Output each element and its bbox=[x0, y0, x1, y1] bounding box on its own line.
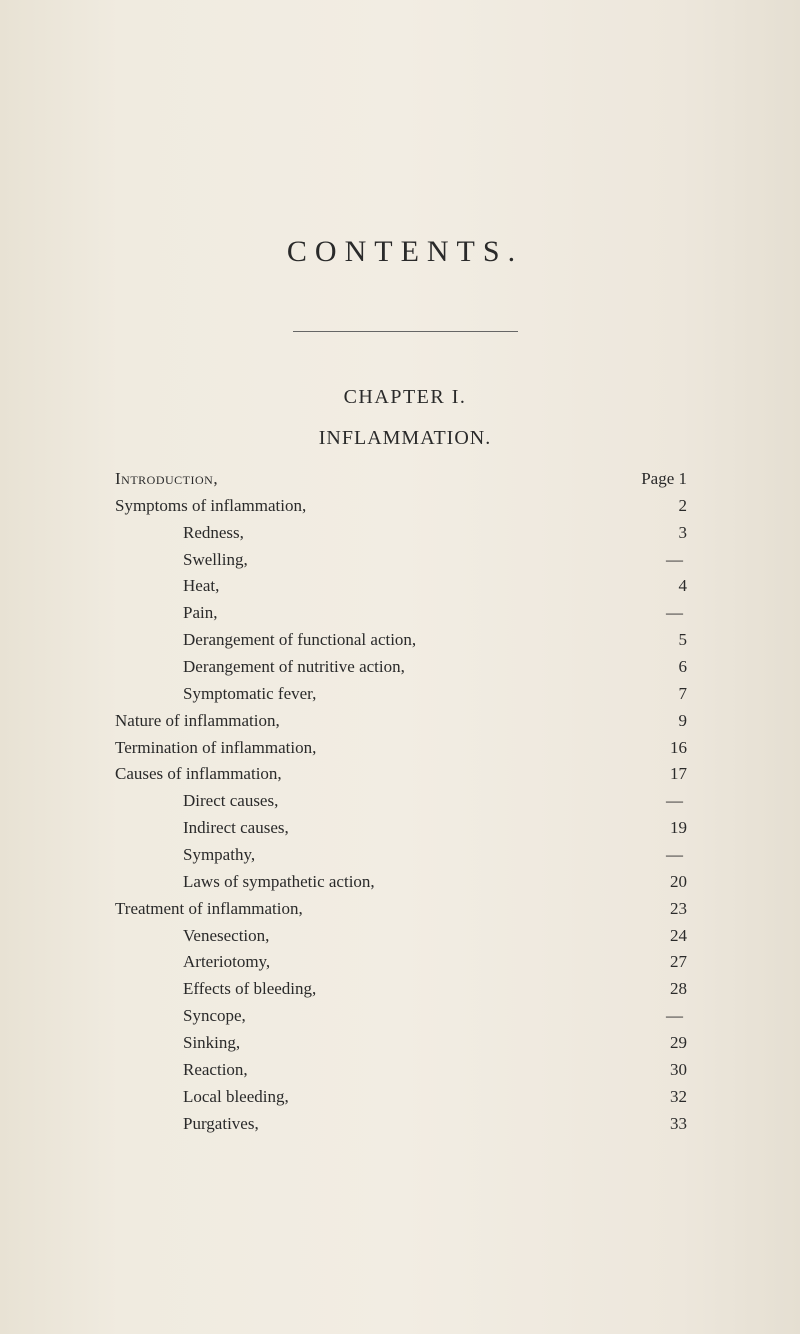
toc-entry-label: Arteriotomy, bbox=[115, 949, 625, 976]
toc-row: Effects of bleeding,28 bbox=[115, 976, 695, 1003]
toc-entry-label: Redness, bbox=[115, 520, 625, 547]
page-content: CONTENTS. CHAPTER I. INFLAMMATION. Intro… bbox=[0, 0, 800, 1187]
toc-entry-label: Local bleeding, bbox=[115, 1084, 625, 1111]
toc-entry-page: — bbox=[625, 547, 695, 574]
toc-entry-page: 16 bbox=[625, 735, 695, 762]
toc-entry-label: Termination of inflammation, bbox=[115, 735, 625, 762]
toc-row: Reaction,30 bbox=[115, 1057, 695, 1084]
toc-entry-page: 17 bbox=[625, 761, 695, 788]
toc-row: Nature of inflammation,9 bbox=[115, 708, 695, 735]
toc-entry-page: 23 bbox=[625, 896, 695, 923]
toc-entry-page: 7 bbox=[625, 681, 695, 708]
toc-entry-label: Treatment of inflammation, bbox=[115, 896, 625, 923]
toc-entry-label: Symptomatic fever, bbox=[115, 681, 625, 708]
toc-row: Sinking,29 bbox=[115, 1030, 695, 1057]
toc-row: Direct causes,— bbox=[115, 788, 695, 815]
chapter-title: CHAPTER I. bbox=[115, 386, 695, 409]
toc-entry-label: Introduction, bbox=[115, 466, 625, 493]
toc-entry-page: 28 bbox=[625, 976, 695, 1003]
toc-entry-page: — bbox=[625, 788, 695, 815]
toc-entry-label: Indirect causes, bbox=[115, 815, 625, 842]
toc-entry-page: 30 bbox=[625, 1057, 695, 1084]
toc-row: Indirect causes,19 bbox=[115, 815, 695, 842]
toc-row: Sympathy,— bbox=[115, 842, 695, 869]
toc-entry-label: Venesection, bbox=[115, 923, 625, 950]
toc-entry-page: 6 bbox=[625, 654, 695, 681]
toc-row: Redness,3 bbox=[115, 520, 695, 547]
toc-entry-label: Laws of sympathetic action, bbox=[115, 869, 625, 896]
toc-entry-label: Causes of inflammation, bbox=[115, 761, 625, 788]
toc-entry-page: 19 bbox=[625, 815, 695, 842]
toc-entry-label: Effects of bleeding, bbox=[115, 976, 625, 1003]
toc-row: Pain,— bbox=[115, 600, 695, 627]
toc-row: Causes of inflammation,17 bbox=[115, 761, 695, 788]
toc-row: Heat,4 bbox=[115, 573, 695, 600]
subject-title: INFLAMMATION. bbox=[115, 427, 695, 450]
toc-row: Laws of sympathetic action,20 bbox=[115, 869, 695, 896]
toc-row: Purgatives,33 bbox=[115, 1111, 695, 1138]
main-title: CONTENTS. bbox=[115, 235, 695, 269]
toc-entry-page: 5 bbox=[625, 627, 695, 654]
horizontal-rule bbox=[293, 331, 518, 332]
toc-row: Derangement of nutritive action,6 bbox=[115, 654, 695, 681]
toc-row: Treatment of inflammation,23 bbox=[115, 896, 695, 923]
toc-entry-label: Sinking, bbox=[115, 1030, 625, 1057]
toc-row: Syncope,— bbox=[115, 1003, 695, 1030]
toc-entry-label: Purgatives, bbox=[115, 1111, 625, 1138]
toc-entry-page: 3 bbox=[625, 520, 695, 547]
toc-entry-page: 9 bbox=[625, 708, 695, 735]
toc-entry-page: 2 bbox=[625, 493, 695, 520]
toc-entry-label: Reaction, bbox=[115, 1057, 625, 1084]
toc-entry-page: 27 bbox=[625, 949, 695, 976]
toc-row: Derangement of functional action,5 bbox=[115, 627, 695, 654]
toc-entry-page: — bbox=[625, 1003, 695, 1030]
toc-row: Termination of inflammation,16 bbox=[115, 735, 695, 762]
toc-entry-page: — bbox=[625, 842, 695, 869]
table-of-contents: Introduction,Page 1Symptoms of inflammat… bbox=[115, 466, 695, 1137]
toc-entry-page: 32 bbox=[625, 1084, 695, 1111]
toc-row: Arteriotomy,27 bbox=[115, 949, 695, 976]
toc-entry-page: Page 1 bbox=[625, 466, 695, 493]
toc-row: Introduction,Page 1 bbox=[115, 466, 695, 493]
toc-entry-page: 20 bbox=[625, 869, 695, 896]
toc-row: Venesection,24 bbox=[115, 923, 695, 950]
toc-entry-page: 4 bbox=[625, 573, 695, 600]
toc-entry-label: Heat, bbox=[115, 573, 625, 600]
toc-row: Symptomatic fever,7 bbox=[115, 681, 695, 708]
toc-row: Symptoms of inflammation,2 bbox=[115, 493, 695, 520]
toc-entry-page: 33 bbox=[625, 1111, 695, 1138]
toc-entry-label: Nature of inflammation, bbox=[115, 708, 625, 735]
toc-entry-label: Symptoms of inflammation, bbox=[115, 493, 625, 520]
toc-entry-label: Derangement of functional action, bbox=[115, 627, 625, 654]
toc-entry-label: Swelling, bbox=[115, 547, 625, 574]
toc-entry-page: 24 bbox=[625, 923, 695, 950]
toc-entry-page: 29 bbox=[625, 1030, 695, 1057]
toc-entry-label: Pain, bbox=[115, 600, 625, 627]
toc-entry-label: Syncope, bbox=[115, 1003, 625, 1030]
toc-row: Swelling,— bbox=[115, 547, 695, 574]
toc-entry-label: Sympathy, bbox=[115, 842, 625, 869]
toc-row: Local bleeding,32 bbox=[115, 1084, 695, 1111]
toc-entry-label: Derangement of nutritive action, bbox=[115, 654, 625, 681]
toc-entry-label: Direct causes, bbox=[115, 788, 625, 815]
toc-entry-page: — bbox=[625, 600, 695, 627]
